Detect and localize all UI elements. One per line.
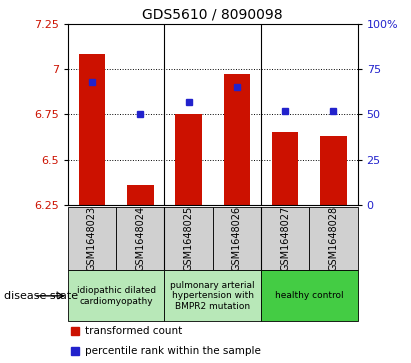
- Text: GSM1648028: GSM1648028: [328, 206, 338, 271]
- Bar: [213, 207, 261, 270]
- Bar: [79, 54, 105, 205]
- Bar: [127, 185, 154, 205]
- Bar: [68, 207, 116, 270]
- Text: GSM1648025: GSM1648025: [184, 206, 194, 271]
- Text: percentile rank within the sample: percentile rank within the sample: [85, 346, 261, 356]
- Text: transformed count: transformed count: [85, 326, 182, 336]
- Bar: [261, 270, 358, 321]
- Bar: [224, 74, 250, 205]
- Title: GDS5610 / 8090098: GDS5610 / 8090098: [142, 7, 283, 21]
- Text: disease state: disease state: [4, 291, 78, 301]
- Bar: [164, 270, 261, 321]
- Text: GSM1648023: GSM1648023: [87, 206, 97, 271]
- Text: healthy control: healthy control: [275, 291, 344, 300]
- Text: GSM1648027: GSM1648027: [280, 206, 290, 271]
- Bar: [309, 207, 358, 270]
- Bar: [68, 270, 164, 321]
- Text: GSM1648026: GSM1648026: [232, 206, 242, 271]
- Bar: [116, 207, 164, 270]
- Text: idiopathic dilated
cardiomyopathy: idiopathic dilated cardiomyopathy: [76, 286, 156, 306]
- Bar: [272, 132, 298, 205]
- Text: GSM1648024: GSM1648024: [135, 206, 145, 271]
- Text: pulmonary arterial
hypertension with
BMPR2 mutation: pulmonary arterial hypertension with BMP…: [171, 281, 255, 311]
- Bar: [320, 136, 347, 205]
- Bar: [175, 114, 202, 205]
- Bar: [164, 207, 213, 270]
- Bar: [261, 207, 309, 270]
